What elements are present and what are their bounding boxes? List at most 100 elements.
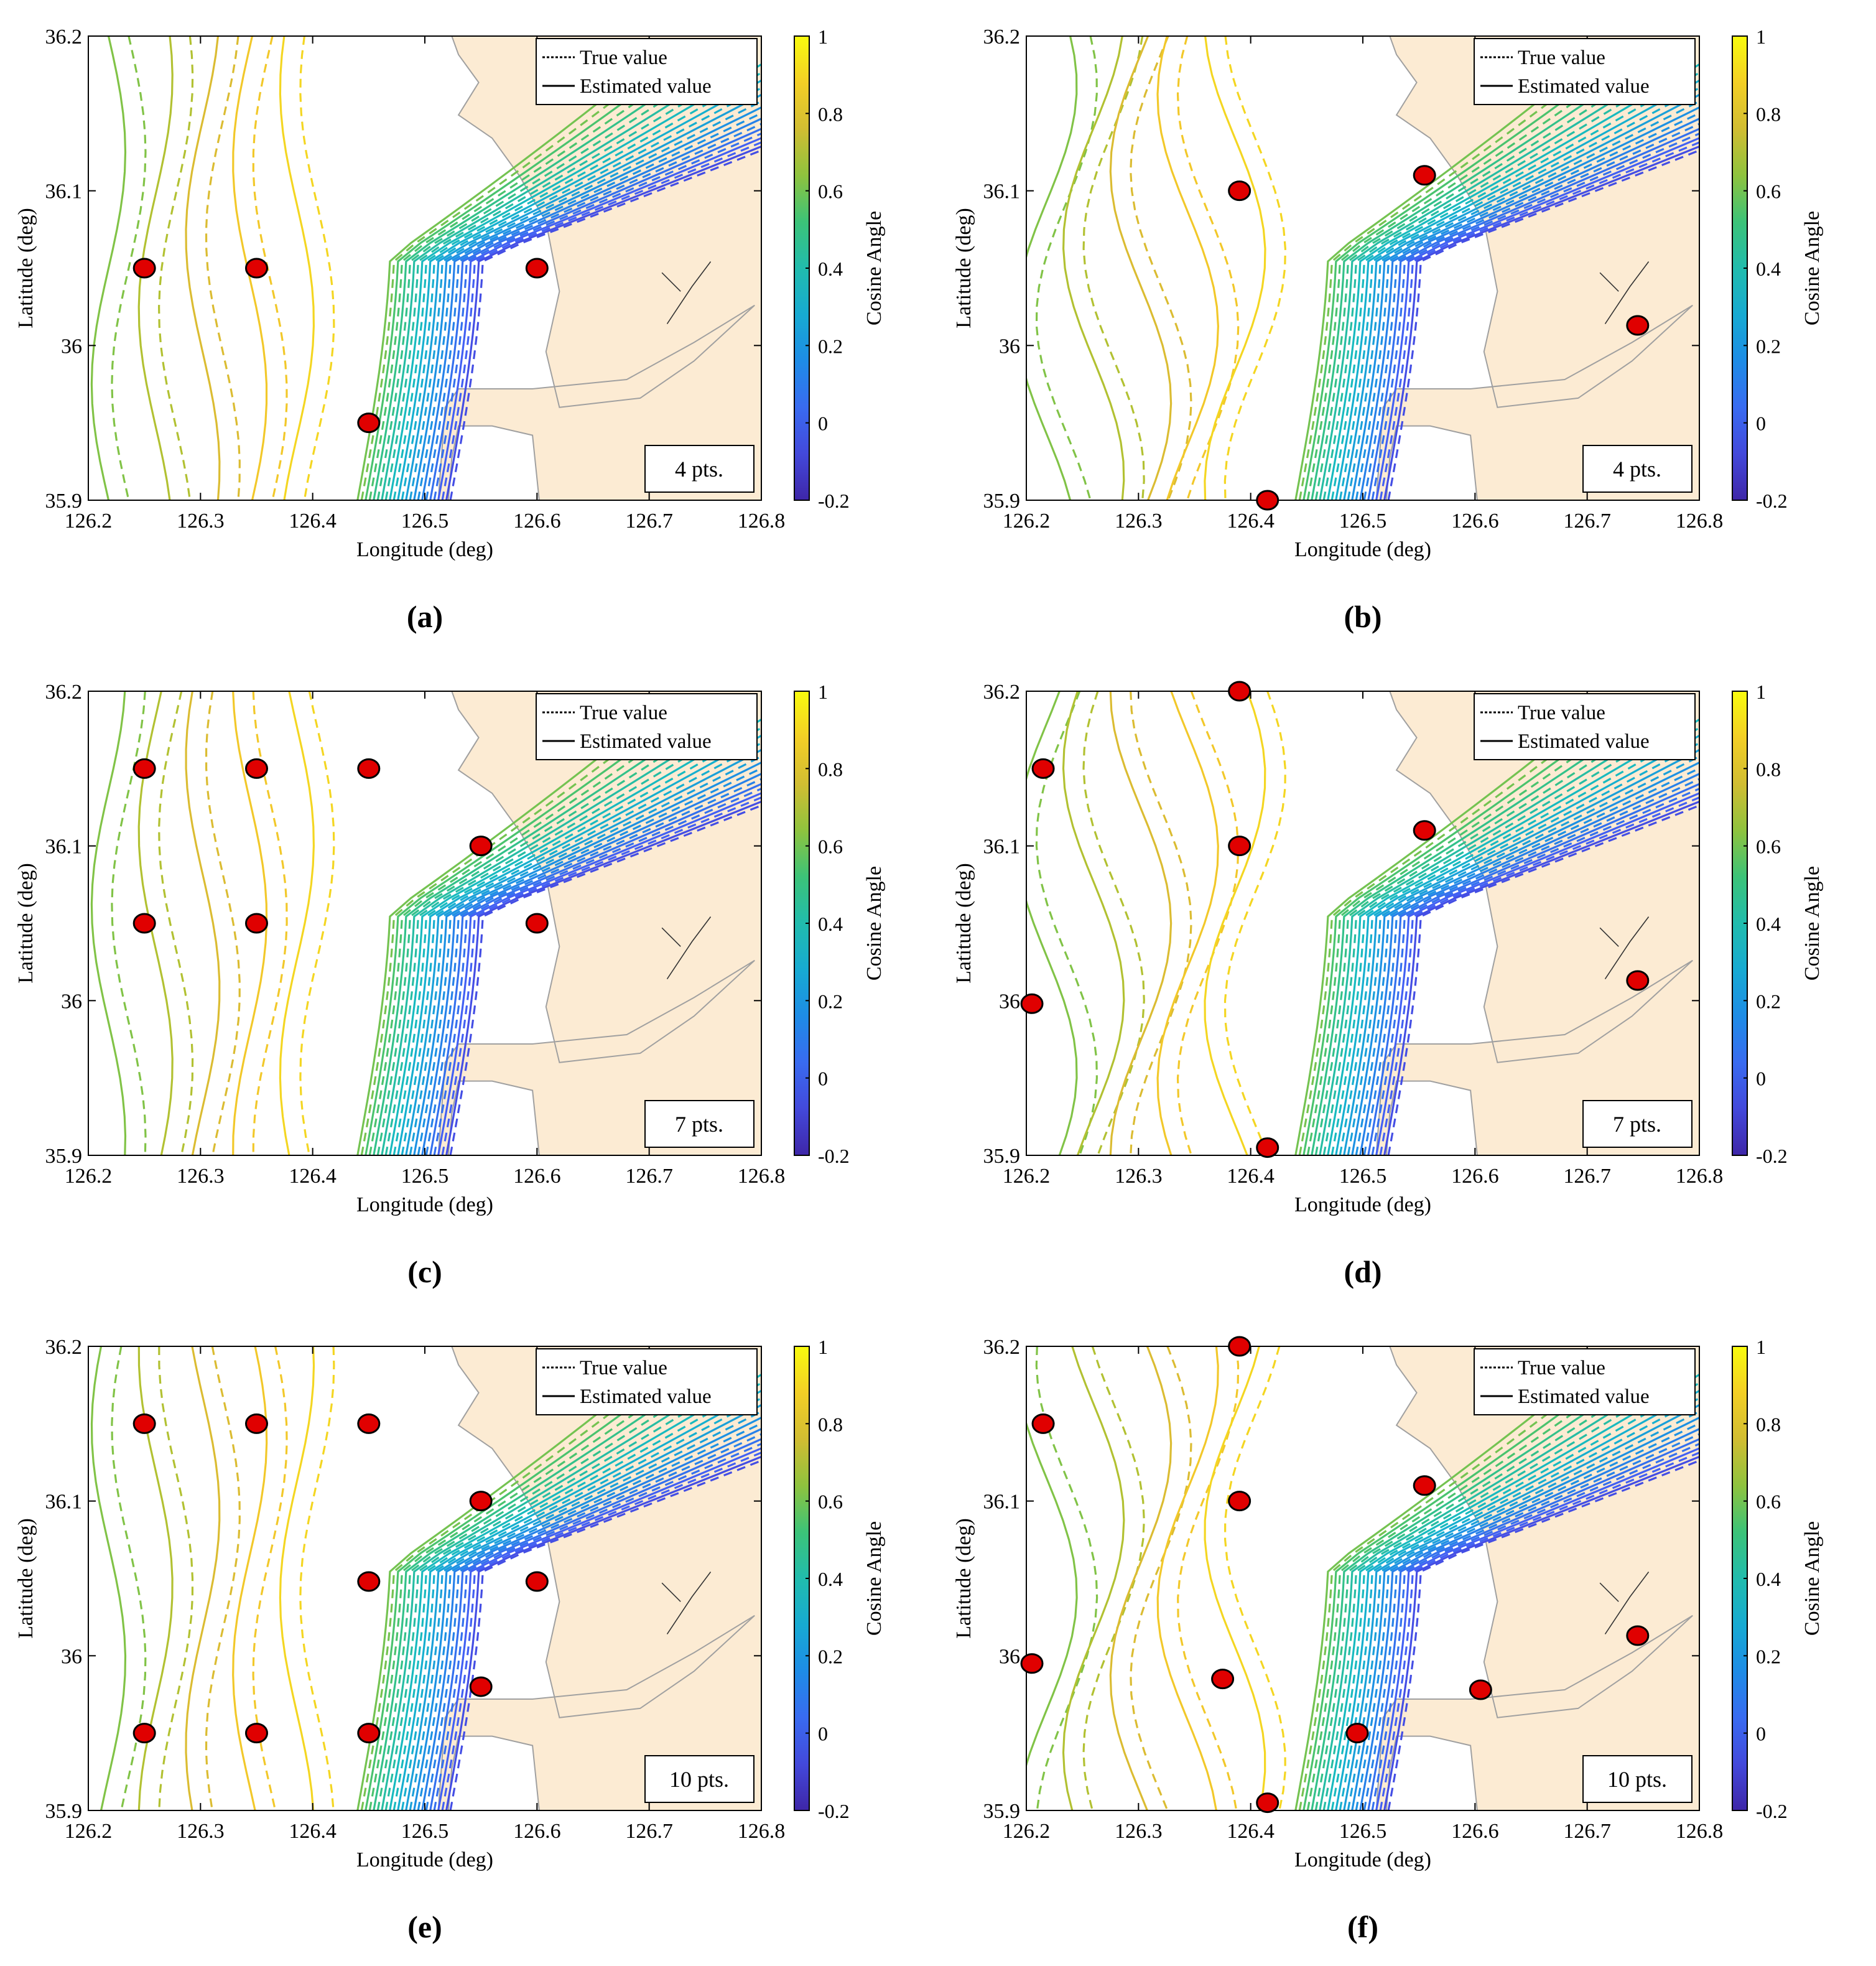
contour-true (1330, 727, 1699, 1155)
contour-estimated (1311, 1368, 1650, 1810)
y-tick-label: 36 (61, 990, 82, 1013)
colorbar-tick-label: -0.2 (818, 1800, 850, 1822)
colorbar-tick-label: -0.2 (1756, 1800, 1788, 1822)
contour-true (1224, 691, 1286, 1155)
measurement-point (1228, 1491, 1251, 1512)
annotation-box (1582, 445, 1693, 493)
contour-true (1130, 691, 1192, 1155)
x-tick-label: 126.7 (625, 1165, 673, 1188)
y-axis-label: Latitude (deg) (952, 863, 975, 984)
measurement-point (1256, 1792, 1279, 1814)
contour-estimated (1062, 691, 1125, 1155)
colorbar-tick-label: 0.4 (818, 258, 843, 280)
contour-estimated (356, 714, 654, 1155)
measurement-point (132, 913, 156, 934)
land-mass (1375, 691, 1699, 1155)
x-axis-label: Longitude (deg) (356, 538, 493, 561)
contour-estimated (279, 691, 315, 1155)
x-axis-label: Longitude (deg) (1294, 1193, 1431, 1216)
contour-estimated (1375, 1447, 1699, 1810)
y-tick-label: 36.2 (45, 681, 83, 704)
contour-true (376, 713, 727, 1155)
legend-entry: Estimated value (580, 1386, 712, 1408)
panel-a: 126.2 126.3 126.4 126.5 126.6 126.7 126.8 35.9 3… (0, 0, 938, 655)
contour-estimated (413, 1416, 761, 1810)
panel-e: 126.2 126.3 126.4 126.5 126.6 126.7 126.8 35.9 3… (0, 1310, 938, 1965)
contour-true (1082, 691, 1145, 1155)
x-tick-label: 126.7 (1563, 510, 1611, 533)
contour-true (441, 141, 761, 500)
measurement-point (245, 758, 268, 779)
x-axis-label: Longitude (deg) (356, 1193, 493, 1216)
y-tick-label: 36.1 (45, 836, 83, 859)
measurement-point (1228, 180, 1251, 202)
contour-estimated (1327, 718, 1699, 1155)
contour-true (1355, 1422, 1699, 1810)
x-tick-label: 126.8 (738, 1820, 786, 1843)
contour-estimated (1375, 137, 1699, 500)
contour-estimated (1319, 713, 1679, 1155)
contour-true (433, 132, 761, 500)
contour-estimated (1311, 713, 1650, 1155)
y-tick-label: 36.2 (983, 26, 1021, 49)
contour-true (1379, 796, 1699, 1155)
colorbar-tick-label: 0 (1756, 412, 1766, 435)
colorbar-tick-label: 1 (1756, 681, 1766, 703)
colorbar-tick-label: 1 (1756, 26, 1766, 48)
contour-estimated (437, 792, 761, 1155)
y-tick-label: 36 (61, 335, 82, 358)
y-axis-label: Latitude (deg) (952, 1518, 975, 1639)
contour-true (376, 58, 727, 500)
measurement-point (1211, 1669, 1235, 1690)
panel-caption: (a) (406, 599, 443, 634)
river-lines (661, 261, 712, 324)
measurement-point (525, 1571, 549, 1592)
land-mass (437, 1346, 761, 1810)
contour-estimated (1383, 800, 1699, 1155)
contour-estimated (1303, 714, 1621, 1155)
contour-true (409, 755, 761, 1155)
measurement-point (357, 1723, 381, 1744)
measurement-point (1413, 820, 1436, 841)
point-count-label: 10 pts. (1607, 1767, 1667, 1792)
x-tick-label: 126.3 (177, 510, 225, 533)
annotation-box (644, 445, 755, 493)
legend-entry: Estimated value (580, 730, 712, 753)
x-tick-label: 126.3 (177, 1165, 225, 1188)
contour-true (1082, 1346, 1145, 1810)
point-count-label: 4 pts. (675, 457, 723, 482)
contour-estimated (413, 106, 761, 500)
contour-true (368, 1368, 698, 1810)
contour-true (409, 100, 761, 500)
x-tick-label: 126.2 (65, 1165, 113, 1188)
contour-estimated (185, 691, 221, 1155)
y-axis-label: Latitude (deg) (14, 1518, 37, 1639)
contour-estimated (429, 128, 761, 500)
panel-caption: (b) (1344, 599, 1382, 634)
y-tick-label: 35.9 (983, 490, 1021, 513)
x-tick-label: 126.8 (738, 510, 786, 533)
contour-estimated (445, 1455, 761, 1810)
contour-estimated (1156, 691, 1219, 1155)
contour-true (1306, 1368, 1636, 1810)
measurement-point (1413, 1475, 1436, 1496)
y-tick-label: 35.9 (983, 1800, 1021, 1823)
contour-estimated (421, 1428, 761, 1810)
contour-estimated (1383, 1455, 1699, 1810)
y-tick-label: 36 (999, 990, 1020, 1013)
legend-box (1474, 38, 1696, 105)
colorbar-tick-label: 0 (1756, 1068, 1766, 1090)
measurement-point (1413, 165, 1436, 186)
contour-true (158, 1346, 194, 1810)
contour-estimated (1367, 128, 1699, 500)
colorbar-tick-label: 0.4 (1756, 913, 1781, 935)
measurement-point (1345, 1723, 1369, 1744)
land-mass (437, 36, 761, 500)
contour-true (111, 36, 147, 500)
contour-estimated (1343, 748, 1699, 1155)
x-tick-label: 126.4 (1227, 510, 1275, 533)
colorbar-tick-label: 0.8 (1756, 103, 1781, 125)
legend-entry: Estimated value (1518, 75, 1650, 98)
colorbar-tick-label: 0.8 (818, 758, 843, 780)
